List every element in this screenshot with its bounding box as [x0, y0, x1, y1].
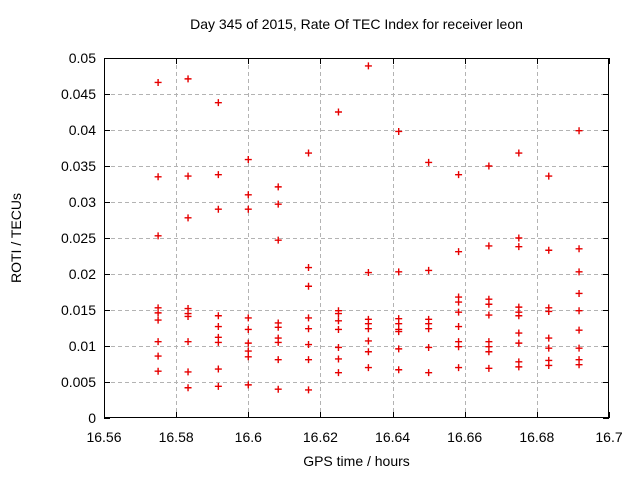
y-tick-label: 0 — [88, 410, 96, 426]
chart-title: Day 345 of 2015, Rate Of TEC Index for r… — [190, 16, 523, 32]
x-tick-label: 16.68 — [519, 429, 555, 445]
y-tick-label: 0.04 — [68, 122, 96, 138]
y-tick-label: 0.045 — [60, 86, 96, 102]
x-tick-label: 16.66 — [447, 429, 483, 445]
y-tick-label: 0.015 — [60, 302, 96, 318]
x-axis-label: GPS time / hours — [303, 453, 410, 469]
y-tick-label: 0.005 — [60, 374, 96, 390]
plot-border — [104, 58, 609, 418]
x-tick-label: 16.62 — [302, 429, 338, 445]
y-tick-label: 0.035 — [60, 158, 96, 174]
y-tick-label: 0.03 — [68, 194, 96, 210]
y-tick-label: 0.02 — [68, 266, 96, 282]
data-point-markers — [154, 62, 583, 394]
x-tick-label: 16.58 — [158, 429, 194, 445]
y-tick-label: 0.05 — [68, 50, 96, 66]
x-tick-label: 16.7 — [595, 429, 623, 445]
x-tick-label: 16.64 — [375, 429, 411, 445]
y-tick-label: 0.01 — [68, 338, 96, 354]
y-tick-label: 0.025 — [60, 230, 96, 246]
x-tick-label: 16.6 — [234, 429, 262, 445]
x-tick-label: 16.56 — [86, 429, 122, 445]
